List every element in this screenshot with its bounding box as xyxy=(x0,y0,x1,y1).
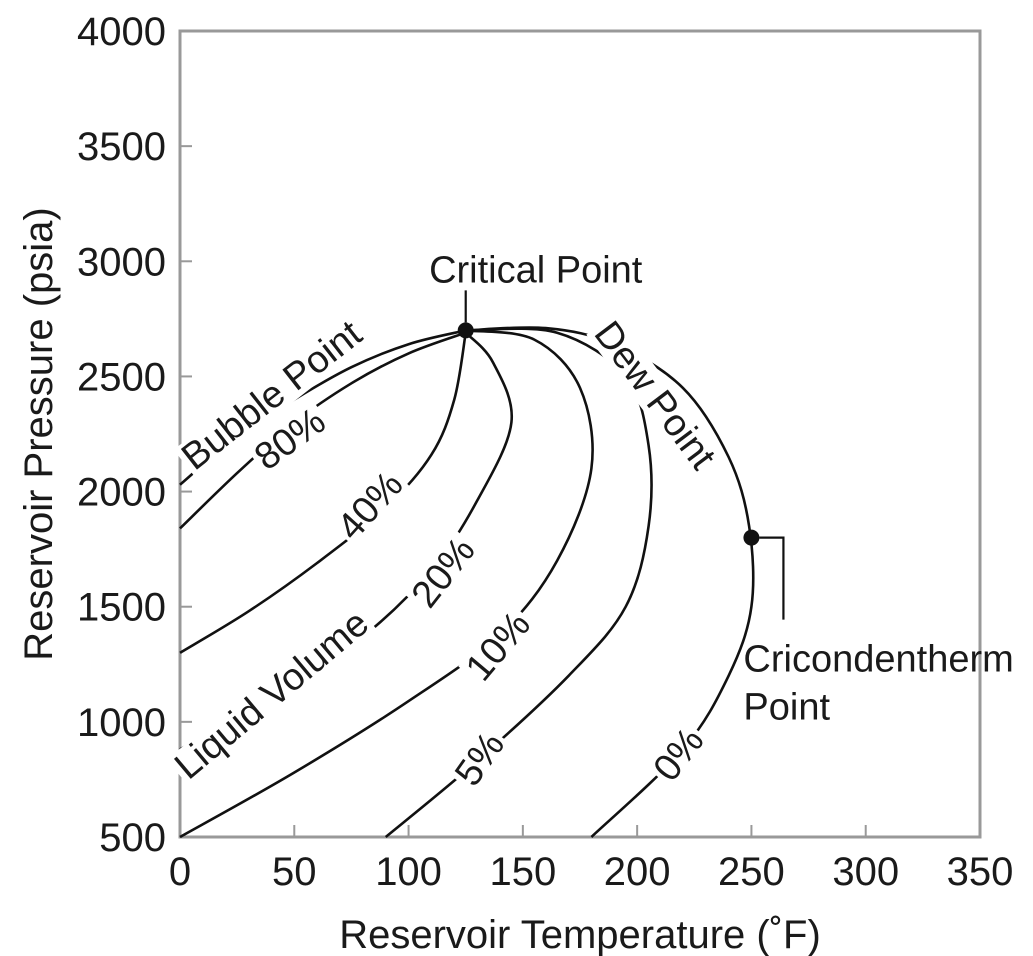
curve-label: 10% xyxy=(458,604,539,689)
curve-label-backing xyxy=(646,719,713,790)
y-axis-ticks: 500 1000 1500 2000 2500 3000 3500 4000 xyxy=(77,10,192,860)
curve-label-group: Dew Point xyxy=(586,313,724,479)
y-tick-label: 2500 xyxy=(77,355,166,399)
x-axis-ticks: 0 50 100 150 200 250 300 350 xyxy=(169,825,1014,894)
critical-point-label: Critical Point xyxy=(429,249,643,291)
curve-label-group: 40% xyxy=(329,463,412,549)
x-tick-label: 50 xyxy=(272,850,317,894)
x-tick-label: 0 xyxy=(169,850,191,894)
y-tick-label: 500 xyxy=(99,816,166,860)
x-tick-label: 200 xyxy=(604,850,671,894)
curve-label: Dew Point xyxy=(586,314,724,478)
curve-label-backing xyxy=(166,602,378,788)
curve-p80 xyxy=(179,331,467,530)
y-tick-label: 3000 xyxy=(77,240,166,284)
curve-label-backing xyxy=(458,603,539,690)
curve-label-backing xyxy=(586,313,724,479)
y-tick-label: 4000 xyxy=(77,10,166,54)
y-tick-label: 2000 xyxy=(77,471,166,515)
y-axis-title: Reservoir Pressure (psia) xyxy=(17,207,61,660)
curve-label-group: 5% xyxy=(447,723,513,795)
plot-frame xyxy=(178,29,982,839)
x-tick-label: 100 xyxy=(375,850,442,894)
curve-label-backing xyxy=(448,723,513,795)
cricondentherm-marker xyxy=(743,529,760,546)
curve-label-backing xyxy=(404,529,484,617)
curve-label-backing xyxy=(329,463,412,549)
curve-p10 xyxy=(179,329,594,839)
x-tick-label: 350 xyxy=(947,850,1014,894)
curve-label: 40% xyxy=(329,464,411,549)
y-tick-label: 1000 xyxy=(77,701,166,745)
curve-label-group: 20% xyxy=(404,529,484,617)
y-tick-label: 3500 xyxy=(77,125,166,169)
curve-dew xyxy=(465,326,755,838)
curve-label-group: 10% xyxy=(458,603,539,690)
y-tick-label: 1500 xyxy=(77,586,166,630)
curve-label-backing xyxy=(246,400,335,479)
x-tick-label: 150 xyxy=(489,850,556,894)
curve-label-group: Liquid Volume xyxy=(166,602,378,788)
curve-label: Liquid Volume xyxy=(167,602,377,788)
x-axis-title: Reservoir Temperature (˚F) xyxy=(339,913,821,956)
curve-label: 5% xyxy=(447,725,513,794)
x-tick-label: 250 xyxy=(718,850,785,894)
critical-point-marker xyxy=(457,322,474,339)
cricondentherm-leader xyxy=(759,536,785,620)
cricondentherm-label-line2: Point xyxy=(743,687,830,729)
x-tick-label: 300 xyxy=(832,850,899,894)
curve-label-backing xyxy=(173,313,371,479)
cricondentherm-label-line1: Cricondentherm xyxy=(743,639,1013,681)
